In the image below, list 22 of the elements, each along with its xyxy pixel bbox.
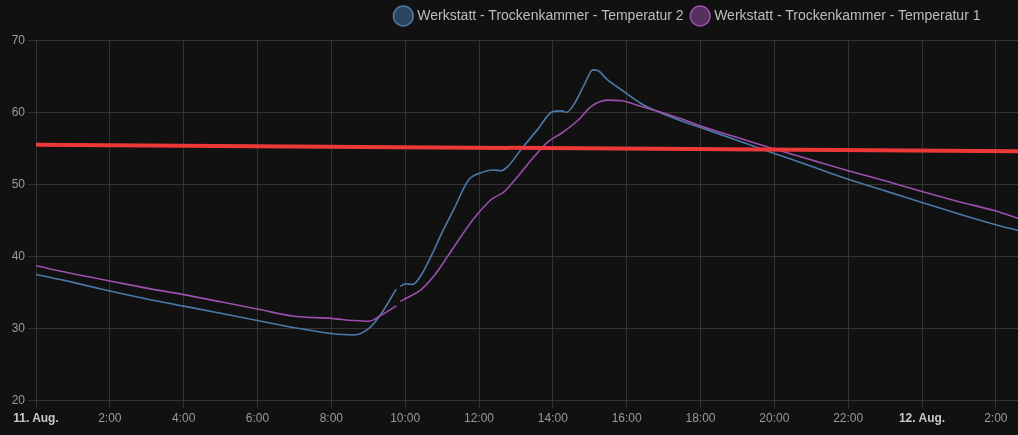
x-tick-label: 11. Aug. — [13, 411, 59, 426]
x-tick-label: 2:00 — [98, 411, 122, 426]
x-tick-label: 4:00 — [171, 411, 196, 426]
x-tick-label: 6:00 — [245, 411, 270, 426]
x-tick-label: 20:00 — [759, 411, 790, 426]
x-tick-label: 14:00 — [537, 411, 569, 426]
x-tick-label: 8:00 — [319, 411, 344, 426]
y-tick-label: 70 — [11, 32, 26, 47]
y-tick-label: 40 — [11, 248, 26, 263]
y-tick-label: 50 — [11, 176, 26, 191]
x-tick-label: 12. Aug. — [898, 411, 946, 426]
x-tick-label: 2:00 — [984, 411, 1008, 426]
y-tick-label: 60 — [11, 104, 26, 119]
legend-label: Werkstatt - Trockenkammer - Temperatur 2 — [417, 6, 684, 23]
x-tick-label: 12:00 — [463, 411, 495, 426]
y-tick-label: 30 — [11, 320, 26, 335]
y-tick-label: 20 — [11, 392, 26, 407]
x-tick-label: 22:00 — [833, 411, 864, 426]
x-tick-label: 18:00 — [685, 411, 716, 426]
x-tick-label: 10:00 — [390, 411, 421, 426]
x-tick-label: 16:00 — [611, 411, 643, 426]
legend-label: Werkstatt - Trockenkammer - Temperatur 1 — [714, 6, 981, 23]
